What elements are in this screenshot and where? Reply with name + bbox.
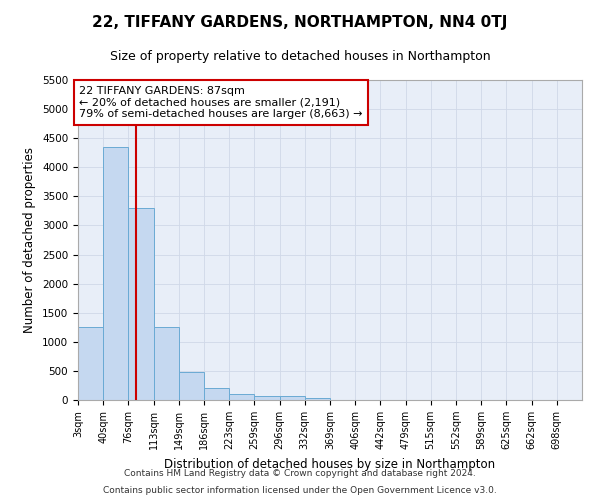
Bar — [280, 396, 305, 400]
Bar — [305, 398, 330, 400]
Bar — [78, 328, 103, 400]
X-axis label: Distribution of detached houses by size in Northampton: Distribution of detached houses by size … — [164, 458, 496, 470]
Bar — [154, 328, 179, 400]
Bar — [229, 394, 254, 400]
Text: 22 TIFFANY GARDENS: 87sqm
← 20% of detached houses are smaller (2,191)
79% of se: 22 TIFFANY GARDENS: 87sqm ← 20% of detac… — [79, 86, 363, 119]
Bar — [128, 208, 154, 400]
Bar — [103, 147, 128, 400]
Bar — [204, 388, 229, 400]
Text: Contains HM Land Registry data © Crown copyright and database right 2024.: Contains HM Land Registry data © Crown c… — [124, 468, 476, 477]
Bar — [179, 372, 204, 400]
Text: Size of property relative to detached houses in Northampton: Size of property relative to detached ho… — [110, 50, 490, 63]
Text: Contains public sector information licensed under the Open Government Licence v3: Contains public sector information licen… — [103, 486, 497, 495]
Y-axis label: Number of detached properties: Number of detached properties — [23, 147, 37, 333]
Text: 22, TIFFANY GARDENS, NORTHAMPTON, NN4 0TJ: 22, TIFFANY GARDENS, NORTHAMPTON, NN4 0T… — [92, 15, 508, 30]
Bar — [254, 396, 280, 400]
